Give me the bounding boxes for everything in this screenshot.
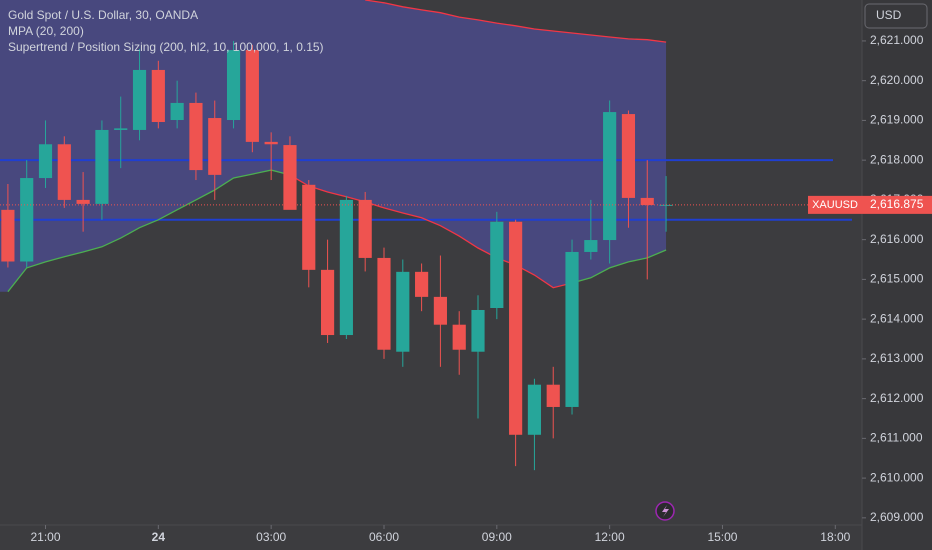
x-tick-label: 12:00 [595, 530, 625, 544]
indicator-line [365, 0, 667, 43]
indicator-line [289, 174, 573, 289]
y-tick-label: 2,615.000 [870, 272, 924, 286]
candle-body [509, 221, 523, 435]
candle-body [114, 128, 128, 130]
symbol-box [808, 195, 862, 214]
y-tick-label: 2,620.000 [870, 73, 924, 87]
candle-body [546, 384, 560, 407]
candle-body [452, 324, 466, 350]
alert-icon-bolt [662, 505, 669, 517]
last-price-box [862, 195, 932, 214]
y-tick-label: 2,619.000 [870, 113, 924, 127]
candle-body [170, 102, 184, 121]
x-tick-label: 24 [152, 530, 166, 544]
indicator-label: Supertrend / Position Sizing (200, hl2, … [8, 40, 324, 54]
y-tick-label: 2,613.000 [870, 351, 924, 365]
candle-body [377, 257, 391, 350]
candle-body [283, 145, 297, 210]
candle-body [527, 384, 542, 435]
x-tick-label: 15:00 [707, 530, 737, 544]
candle-body [76, 199, 90, 204]
candle-body [415, 271, 429, 297]
candle-body [433, 296, 447, 325]
x-tick-label: 09:00 [482, 530, 512, 544]
currency[interactable]: USD [876, 8, 902, 22]
candle-body [584, 240, 598, 252]
candle-body [226, 50, 241, 121]
y-tick-label: 2,618.000 [870, 152, 924, 166]
price-axis-panel [862, 0, 932, 550]
candle-body [245, 50, 259, 142]
candle-body [95, 129, 109, 204]
candle-body [471, 309, 485, 352]
candle-body [57, 144, 71, 200]
candle-body [603, 112, 617, 241]
candle-body [1, 209, 15, 262]
y-tick-label: 2,614.000 [870, 311, 924, 325]
candle-body [358, 199, 372, 258]
candle-body [490, 221, 504, 309]
currency-box[interactable] [864, 3, 928, 29]
candle-body [640, 197, 654, 206]
indicator-line [7, 169, 667, 293]
candle-body [189, 102, 203, 171]
y-tick-label: 2,609.000 [870, 510, 924, 524]
chart-title: Gold Spot / U.S. Dollar, 30, OANDA [8, 8, 198, 22]
y-tick-label: 2,616.000 [870, 232, 924, 246]
indicator-label: MPA (20, 200) [8, 24, 84, 38]
plot-area [0, 0, 862, 471]
overlay: 2,609.000 2,610.000 2,611.000 2,612.000 2,61… [30, 33, 932, 544]
candle-body [132, 69, 147, 130]
candle-body [264, 141, 278, 145]
candle-body [38, 144, 53, 179]
candle-body [621, 114, 636, 198]
candle-body [320, 269, 335, 336]
y-tick-label: 2,611.000 [870, 431, 923, 445]
x-tick-label: 06:00 [369, 530, 399, 544]
candle-body [302, 184, 316, 270]
y-tick-label: 2,621.000 [870, 33, 924, 47]
symbol-label: XAUUSD [812, 199, 858, 211]
candle-body [151, 69, 165, 123]
candle-body [208, 118, 222, 175]
candle-body [339, 199, 353, 336]
candle-body [565, 251, 579, 407]
y-tick-label: 2,610.000 [870, 470, 924, 484]
y-tick-label: 2,612.000 [870, 391, 924, 405]
x-tick-label: 03:00 [256, 530, 286, 544]
x-tick-label: 18:00 [820, 530, 850, 544]
candle-body [396, 271, 410, 352]
last-price-label: 2,616.875 [870, 197, 924, 211]
candle-body [20, 178, 34, 262]
x-tick-label: 21:00 [30, 530, 60, 544]
